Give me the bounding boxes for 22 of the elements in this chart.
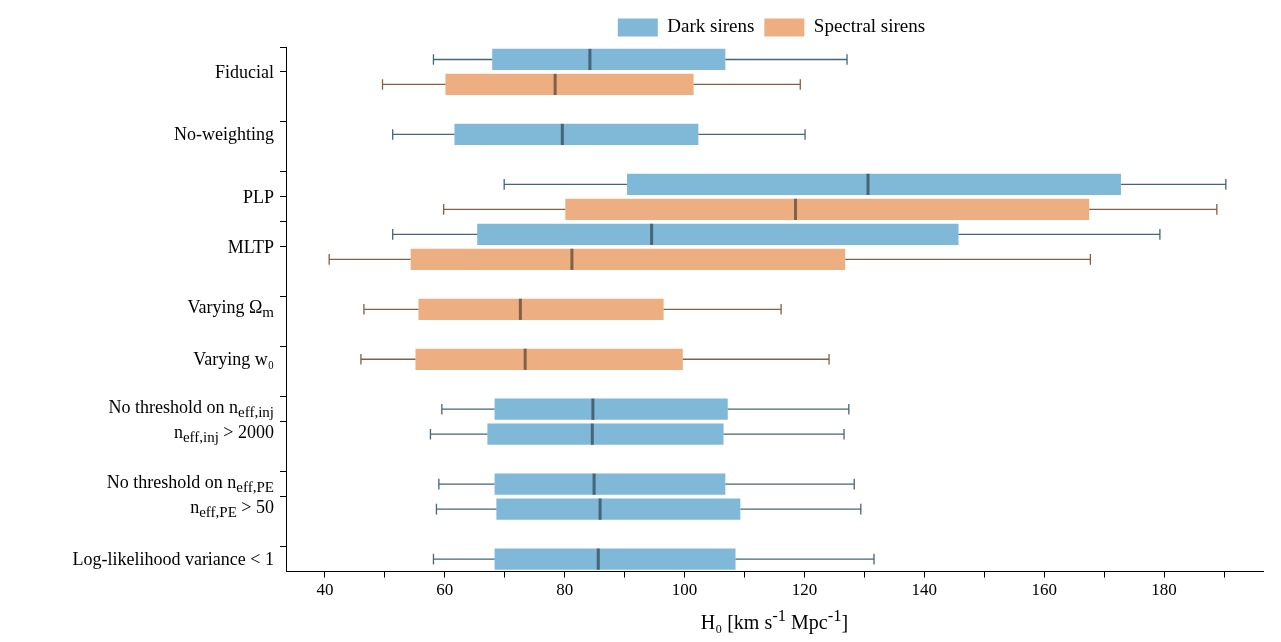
y-tick-label: n$_{eff,inj}$ > 2000: [173, 421, 274, 447]
x-axis-title: H₀ [km s$^{-1}$ Mpc$^{-1}$]: [700, 606, 849, 634]
x-tick-label: 180: [1151, 580, 1177, 600]
y-tick-label: Varying Ω$_{m}$: [187, 297, 274, 322]
x-tick-label: 40: [316, 580, 334, 600]
y-tick-label: Varying w₀: [193, 348, 274, 370]
y-tick-label: n$_{eff,PE}$ > 50: [190, 496, 274, 522]
legend-label: Spectral sirens: [813, 15, 926, 37]
legend-label: Dark sirens: [667, 15, 755, 37]
y-tick-label: MLTP: [227, 236, 274, 258]
x-tick-label: 100: [671, 580, 698, 600]
x-tick-label: 140: [911, 580, 938, 600]
y-tick-label: No threshold on n$_{eff,inj}$: [108, 396, 274, 422]
x-tick-label: 60: [436, 580, 454, 600]
y-tick-label: Fiducial: [215, 61, 274, 83]
y-tick-label: No-weighting: [174, 123, 274, 145]
x-tick-label: 160: [1031, 580, 1057, 600]
y-tick-label: No threshold on n$_{eff,PE}$: [106, 471, 274, 497]
y-tick-label: Log-likelihood variance < 1: [72, 548, 274, 570]
x-tick-label: 120: [791, 580, 818, 600]
y-tick-label: PLP: [242, 186, 274, 208]
x-tick-label: 80: [556, 580, 574, 600]
